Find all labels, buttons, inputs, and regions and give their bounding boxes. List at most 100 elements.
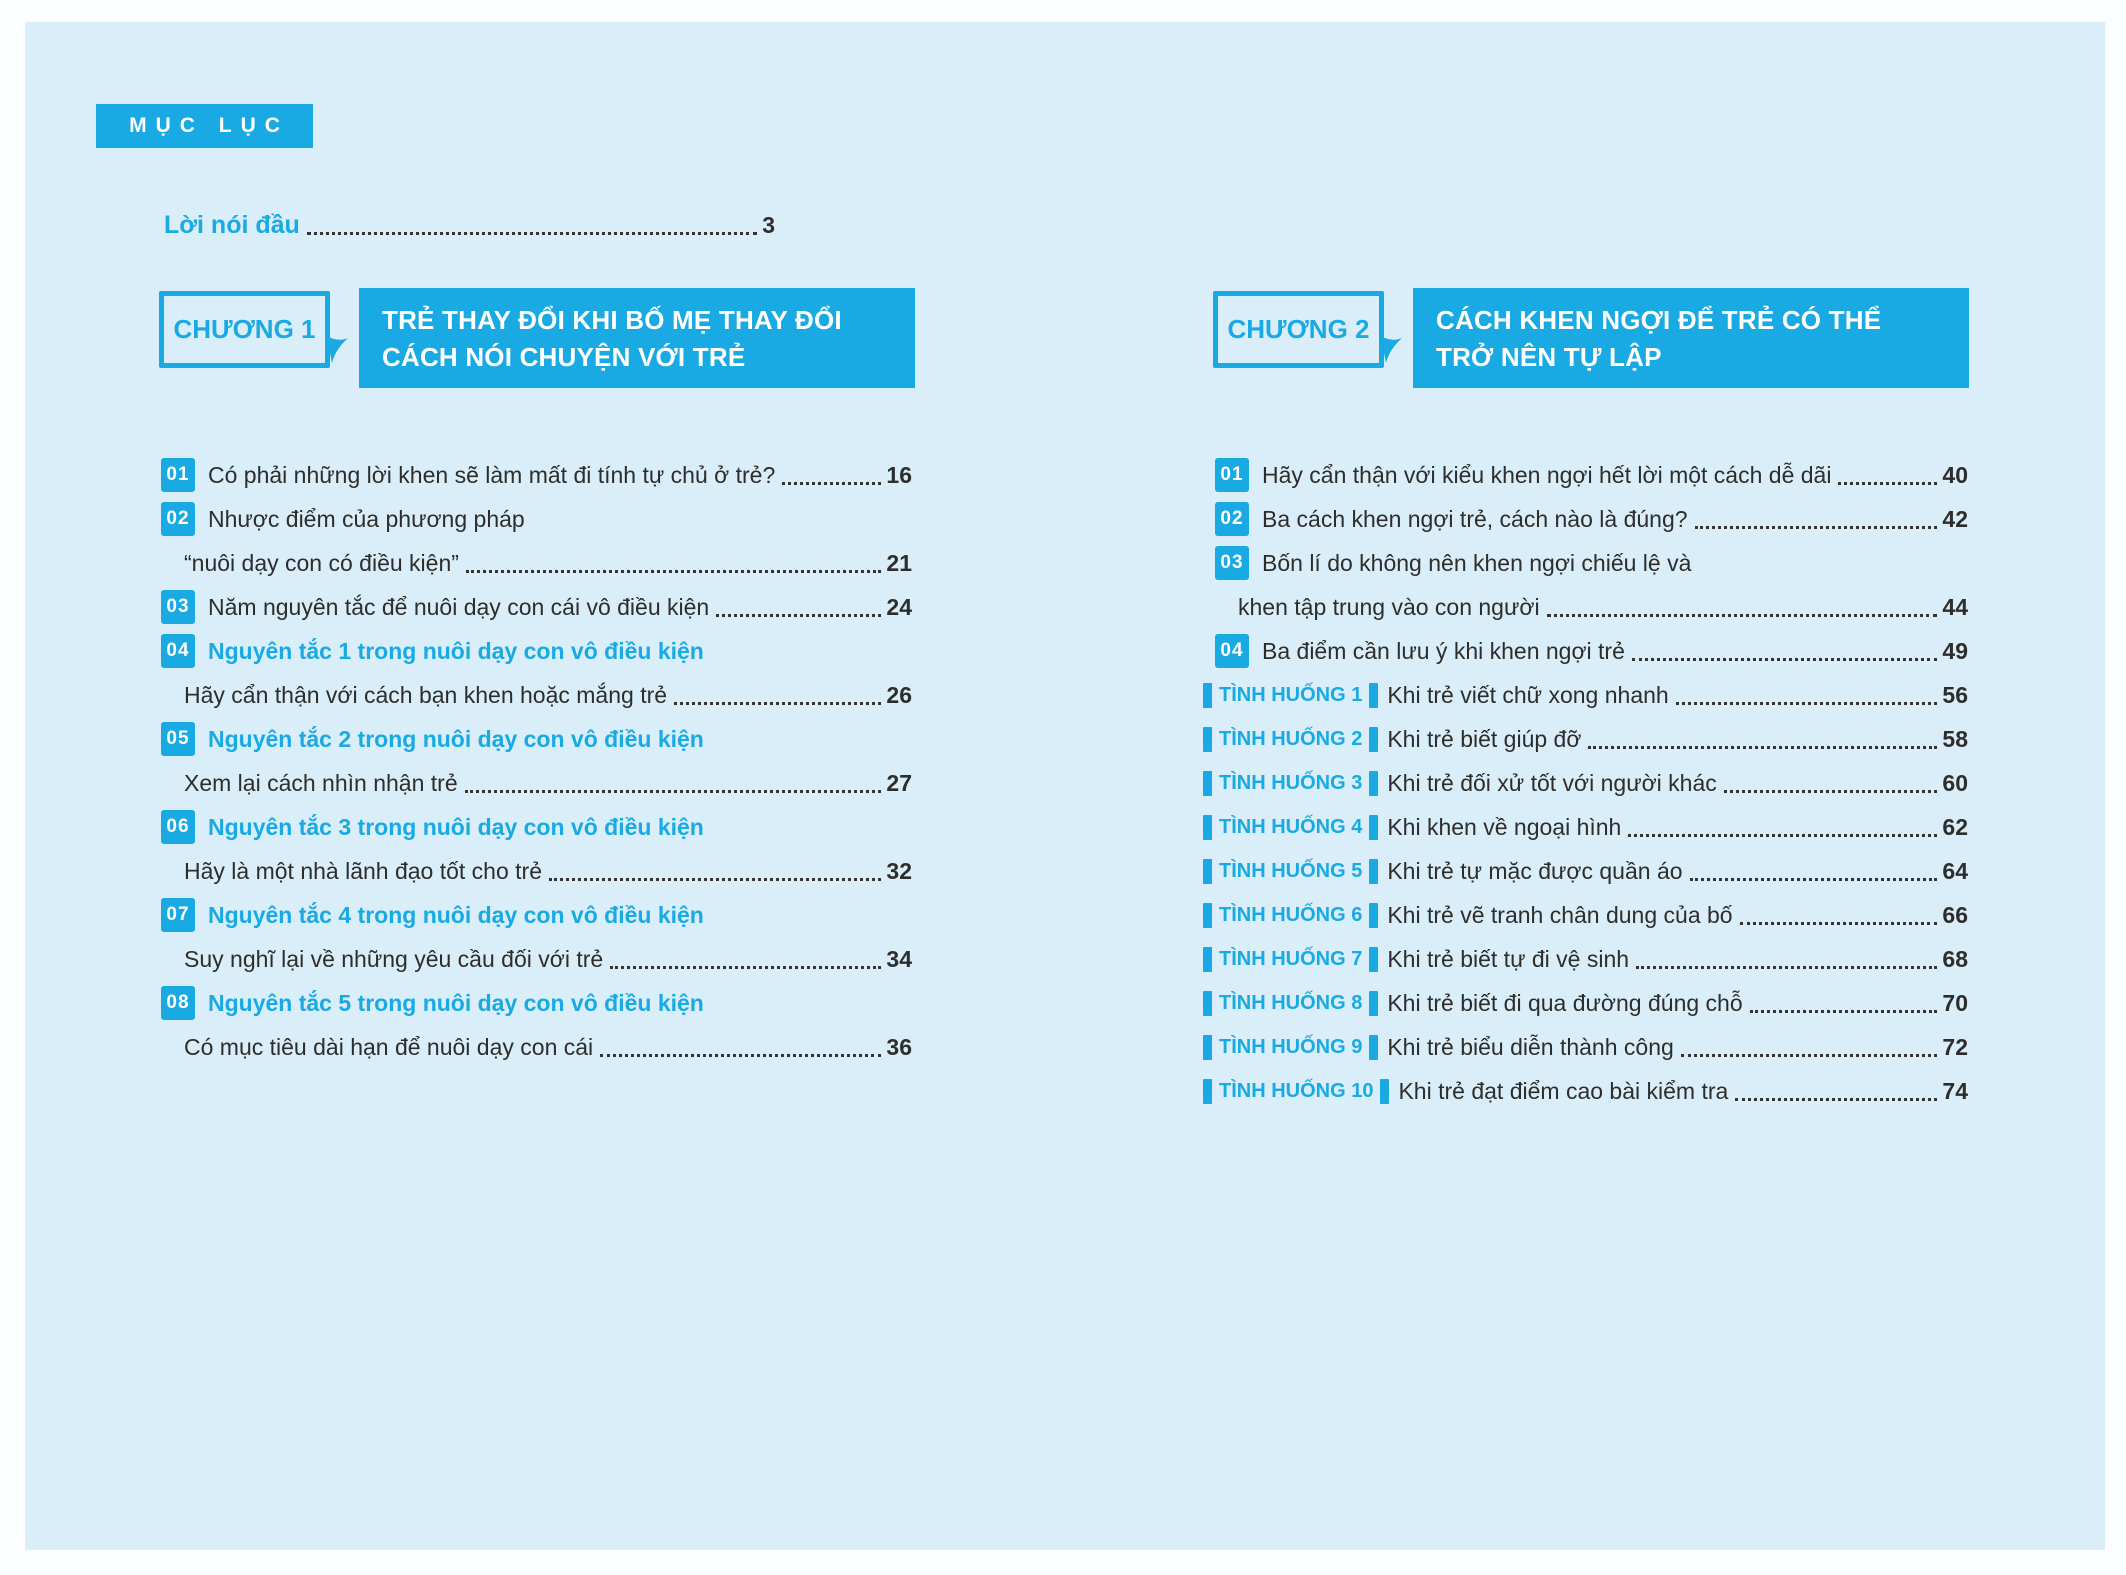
toc-row: Hãy là một nhà lãnh đạo tốt cho trẻ 32 [161, 849, 912, 893]
scenario-tag-label: TÌNH HUỐNG 9 [1219, 1035, 1363, 1058]
dotted-leader [306, 231, 758, 235]
scenario-row: TÌNH HUỐNG 4 Khi khen về ngoại hình 62 [1203, 805, 1968, 849]
entry-title: khen tập trung vào con người [1238, 593, 1540, 620]
speech-tail-icon [325, 335, 348, 363]
toc-row: 02 Nhược điểm của phương pháp [161, 497, 912, 541]
dotted-leader [1749, 1009, 1938, 1013]
entry-title: Có phải những lời khen sẽ làm mất đi tín… [208, 461, 776, 488]
entry-title: Xem lại cách nhìn nhận trẻ [184, 769, 458, 796]
scenario-row: TÌNH HUỐNG 10 Khi trẻ đạt điểm cao bài ki… [1203, 1069, 1968, 1113]
item-number-badge: 01 [161, 458, 195, 492]
page-number: 66 [1942, 901, 1968, 928]
entry-title: Khi trẻ biết đi qua đường đúng chỗ [1387, 989, 1743, 1016]
entry-title: Hãy là một nhà lãnh đạo tốt cho trẻ [184, 857, 542, 884]
entry-title: Ba cách khen ngợi trẻ, cách nào là đúng? [1262, 505, 1688, 532]
dotted-leader [1680, 1053, 1938, 1057]
tag-bar-icon [1369, 1034, 1379, 1060]
dotted-leader [549, 877, 882, 881]
dotted-leader [1546, 613, 1938, 617]
toc-row: 01 Có phải những lời khen sẽ làm mất đi t… [161, 453, 912, 497]
dotted-leader [1694, 525, 1938, 529]
item-number-badge: 02 [161, 502, 195, 536]
tag-bar-icon [1369, 902, 1379, 928]
dotted-leader [1838, 481, 1938, 485]
page-number: 40 [1942, 461, 1968, 488]
page-number: 49 [1942, 637, 1968, 664]
dotted-leader [464, 789, 882, 793]
page-number: 21 [886, 549, 912, 576]
dotted-leader [1735, 1097, 1938, 1101]
chapter-2-badge-box: CHƯƠNG 2 [1213, 291, 1384, 368]
tag-bar-icon [1203, 858, 1212, 884]
chapter-1-badge-label: CHƯƠNG 1 [173, 314, 316, 344]
page-number: 72 [1942, 1033, 1968, 1060]
entry-title: Khi trẻ đạt điểm cao bài kiểm tra [1398, 1077, 1729, 1104]
tag-bar-icon [1203, 682, 1212, 708]
page-number: 34 [886, 945, 912, 972]
page-number: 27 [886, 769, 912, 796]
toc-row: “nuôi dạy con có điều kiện” 21 [161, 541, 912, 585]
scenario-tag-label: TÌNH HUỐNG 7 [1219, 947, 1363, 970]
toc-row: 08 Nguyên tắc 5 trong nuôi dạy con vô điề… [161, 981, 912, 1025]
tag-bar-icon [1203, 1034, 1212, 1060]
toc-list-chapter-1: 01 Có phải những lời khen sẽ làm mất đi t… [161, 453, 912, 1069]
chapter-2-title-line2: TRỞ NÊN TỰ LẬP [1436, 342, 1662, 372]
chapter-1-title-line1: TRẺ THAY ĐỔI KHI BỐ MẸ THAY ĐỔI [382, 305, 842, 335]
dotted-leader [1628, 833, 1938, 837]
toc-row: 04 Ba điểm cần lưu ý khi khen ngợi trẻ 49 [1215, 629, 1968, 673]
preface-row: Lời nói đầu 3 [164, 203, 775, 247]
page-number: 44 [1942, 593, 1968, 620]
toc-row: 04 Nguyên tắc 1 trong nuôi dạy con vô điề… [161, 629, 912, 673]
scenario-row: TÌNH HUỐNG 7 Khi trẻ biết tự đi vệ sinh 68 [1203, 937, 1968, 981]
tag-bar-icon [1369, 946, 1379, 972]
entry-title: Khi trẻ biết giúp đỡ [1387, 725, 1582, 752]
dotted-leader [1723, 789, 1938, 793]
entry-title: Khi trẻ tự mặc được quần áo [1387, 857, 1683, 884]
chapter-1-title-box: TRẺ THAY ĐỔI KHI BỐ MẸ THAY ĐỔI CÁCH NÓI… [359, 288, 915, 388]
tag-bar-icon [1203, 946, 1212, 972]
dotted-leader [465, 569, 882, 573]
entry-title: “nuôi dạy con có điều kiện” [184, 549, 459, 576]
entry-title: Khi trẻ đối xử tốt với người khác [1387, 769, 1717, 796]
page-background [25, 22, 2105, 1550]
entry-title: Nguyên tắc 2 trong nuôi dạy con vô điều … [208, 725, 704, 752]
item-number-badge: 02 [1215, 502, 1249, 536]
scenario-row: TÌNH HUỐNG 6 Khi trẻ vẽ tranh chân dung c… [1203, 893, 1968, 937]
page-number: 70 [1942, 989, 1968, 1016]
toc-row: 06 Nguyên tắc 3 trong nuôi dạy con vô điề… [161, 805, 912, 849]
entry-title: Nguyên tắc 5 trong nuôi dạy con vô điều … [208, 989, 704, 1016]
page-number: 64 [1942, 857, 1968, 884]
tag-bar-icon [1369, 770, 1379, 796]
scenario-row: TÌNH HUỐNG 5 Khi trẻ tự mặc được quần áo 6… [1203, 849, 1968, 893]
dotted-leader [600, 1053, 882, 1057]
tag-bar-icon [1203, 990, 1212, 1016]
toc-row: 03 Năm nguyên tắc để nuôi dạy con cái vô … [161, 585, 912, 629]
entry-title: Khi trẻ biết tự đi vệ sinh [1387, 945, 1630, 972]
scenario-row: TÌNH HUỐNG 3 Khi trẻ đối xử tốt với người… [1203, 761, 1968, 805]
entry-title: Nguyên tắc 4 trong nuôi dạy con vô điều … [208, 901, 704, 928]
toc-row: 03 Bốn lí do không nên khen ngợi chiếu lệ… [1215, 541, 1968, 585]
item-number-badge: 03 [1215, 546, 1249, 580]
dotted-leader [1739, 921, 1938, 925]
scenario-tag-label: TÌNH HUỐNG 4 [1219, 815, 1363, 838]
toc-row: Suy nghĩ lại về những yêu cầu đối với tr… [161, 937, 912, 981]
entry-title: Suy nghĩ lại về những yêu cầu đối với tr… [184, 945, 604, 972]
tag-bar-icon [1203, 902, 1212, 928]
item-number-badge: 05 [161, 722, 195, 756]
toc-row: 01 Hãy cẩn thận với kiểu khen ngợi hết lờ… [1215, 453, 1968, 497]
chapter-1-badge-box: CHƯƠNG 1 [159, 291, 330, 368]
item-number-badge: 04 [1215, 634, 1249, 668]
item-number-badge: 06 [161, 810, 195, 844]
entry-title: Hãy cẩn thận với kiểu khen ngợi hết lời … [1262, 461, 1832, 488]
tag-bar-icon [1369, 814, 1379, 840]
entry-title: Nhược điểm của phương pháp [208, 505, 525, 532]
preface-page-number: 3 [762, 211, 775, 238]
page-number: 24 [886, 593, 912, 620]
toc-title-label: MỤC LỤC [129, 114, 289, 137]
dotted-leader [674, 701, 882, 705]
item-number-badge: 03 [161, 590, 195, 624]
toc-title-box: MỤC LỤC [96, 104, 313, 148]
toc-row: Có mục tiêu dài hạn để nuôi dạy con cái 3… [161, 1025, 912, 1069]
entry-title: Bốn lí do không nên khen ngợi chiếu lệ v… [1262, 549, 1692, 576]
page-number: 36 [886, 1033, 912, 1060]
